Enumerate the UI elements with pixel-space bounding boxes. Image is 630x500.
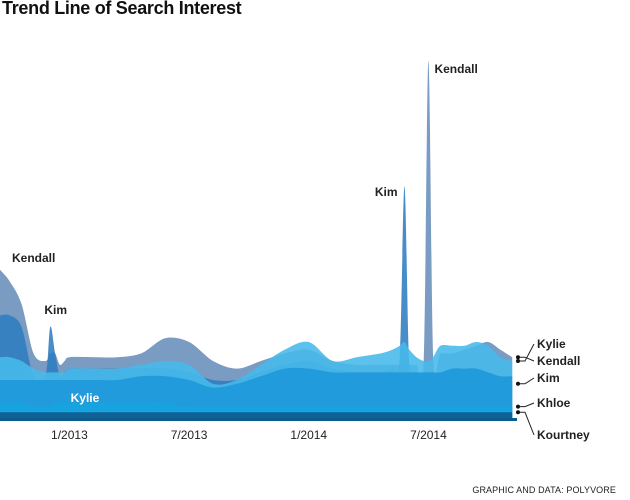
x-tick-label: 7/2013 xyxy=(171,428,208,442)
legend-leader xyxy=(518,377,535,385)
x-tick-label: 1/2014 xyxy=(290,428,327,442)
legend-dot xyxy=(516,410,520,415)
legend-dot xyxy=(516,404,520,409)
series-labels: Kendall Kim Kylie Kim Kendall xyxy=(12,62,478,405)
legend-leader xyxy=(518,402,535,408)
x-tick-label: 7/2014 xyxy=(410,428,447,442)
series-label-kylie: Kylie xyxy=(71,391,100,405)
series-label-kendall: Kendall xyxy=(434,62,477,76)
baseline-strip xyxy=(0,418,517,421)
chart-title: Trend Line of Search Interest xyxy=(2,0,242,18)
series-label-kim: Kim xyxy=(44,303,67,317)
x-axis-ticks: 1/2013 7/2013 1/2014 7/2014 xyxy=(51,428,447,442)
legend-label-khloe: Khloe xyxy=(537,396,571,410)
baseline-group xyxy=(0,418,517,421)
legend-leader xyxy=(518,343,535,362)
legend-label-kendall: Kendall xyxy=(537,354,580,368)
legend-label-kim: Kim xyxy=(537,371,560,385)
legend-dot xyxy=(516,355,520,360)
legend-label-kylie: Kylie xyxy=(537,337,566,351)
series-label-kim: Kim xyxy=(375,185,398,199)
series-label-kendall: Kendall xyxy=(12,251,55,265)
credit-line: GRAPHIC AND DATA: POLYVORE xyxy=(472,485,616,495)
area-kourtney xyxy=(0,412,513,418)
legend: Kylie Kendall Kim Khloe Kourtney xyxy=(516,337,590,442)
legend-leader xyxy=(518,356,535,362)
legend-dot xyxy=(516,359,520,363)
legend-dot xyxy=(516,381,520,386)
legend-label-kourtney: Kourtney xyxy=(537,428,590,442)
x-tick-label: 1/2013 xyxy=(51,428,88,442)
legend-leader xyxy=(518,411,535,436)
area-series-group xyxy=(0,60,513,419)
